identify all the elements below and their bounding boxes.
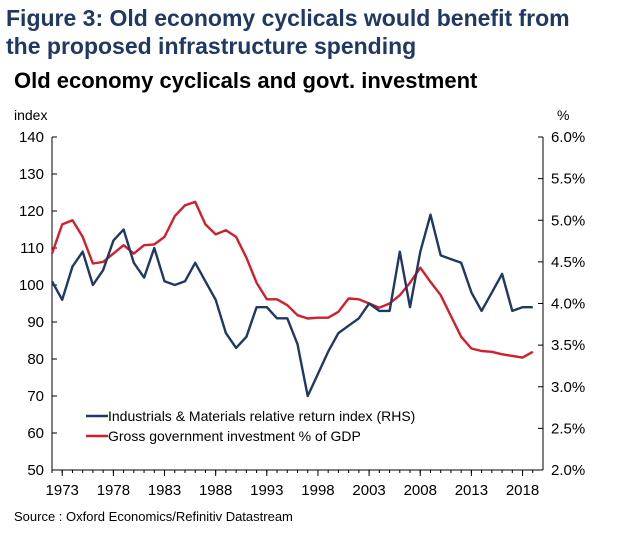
right-tick-label: 5.5% (551, 171, 585, 188)
left-tick-label: 130 (19, 166, 44, 183)
left-tick-label: 120 (19, 203, 44, 220)
chart-lines (50, 200, 534, 398)
right-tick-label: 3.0% (551, 379, 585, 396)
left-tick-label: 80 (27, 351, 44, 368)
left-tick-label: 100 (19, 277, 44, 294)
x-tick-label: 1973 (46, 482, 79, 499)
source-note: Source : Oxford Economics/Refinitiv Data… (14, 509, 293, 524)
right-tick-label: 5.0% (551, 212, 585, 229)
x-tick-label: 2013 (455, 482, 488, 499)
right-tick-label: 4.5% (551, 254, 585, 271)
legend-label-1: Gross government investment % of GDP (108, 428, 361, 444)
left-axis-unit: index (14, 107, 48, 123)
x-tick-label: 1983 (148, 482, 181, 499)
left-tick-label: 50 (27, 462, 44, 479)
right-tick-label: 2.0% (551, 462, 585, 479)
left-tick-label: 60 (27, 425, 44, 442)
right-tick-label: 2.5% (551, 420, 585, 437)
chart-axes: 50 60 70 80 90 100 110 120 130 140 2.0% 2.5% 3.0% 3.5… (19, 129, 585, 499)
x-tick-label: 1988 (199, 482, 232, 499)
chart-legend: Industrials & Materials relative return … (86, 408, 415, 444)
legend-label-0: Industrials & Materials relative return … (108, 408, 415, 424)
right-tick-label: 4.0% (551, 296, 585, 313)
left-tick-label: 140 (19, 129, 44, 146)
x-tick-label: 2018 (506, 482, 539, 499)
x-tick-label: 2008 (404, 482, 437, 499)
right-axis-unit: % (557, 107, 570, 123)
right-tick-label: 6.0% (551, 129, 585, 146)
industrials-series-line (50, 213, 533, 398)
x-tick-label: 1993 (250, 482, 283, 499)
x-tick-label: 1998 (301, 482, 334, 499)
x-tick-label: 2003 (352, 482, 385, 499)
chart-title: Old economy cyclicals and govt. investme… (14, 68, 478, 93)
left-tick-label: 110 (20, 240, 44, 257)
govt-investment-series-line (50, 200, 534, 359)
left-tick-label: 90 (27, 314, 44, 331)
left-tick-label: 70 (27, 388, 44, 405)
x-tick-label: 1978 (97, 482, 130, 499)
figure-title: Figure 3: Old economy cyclicals would be… (6, 5, 570, 59)
right-tick-label: 3.5% (551, 337, 585, 354)
